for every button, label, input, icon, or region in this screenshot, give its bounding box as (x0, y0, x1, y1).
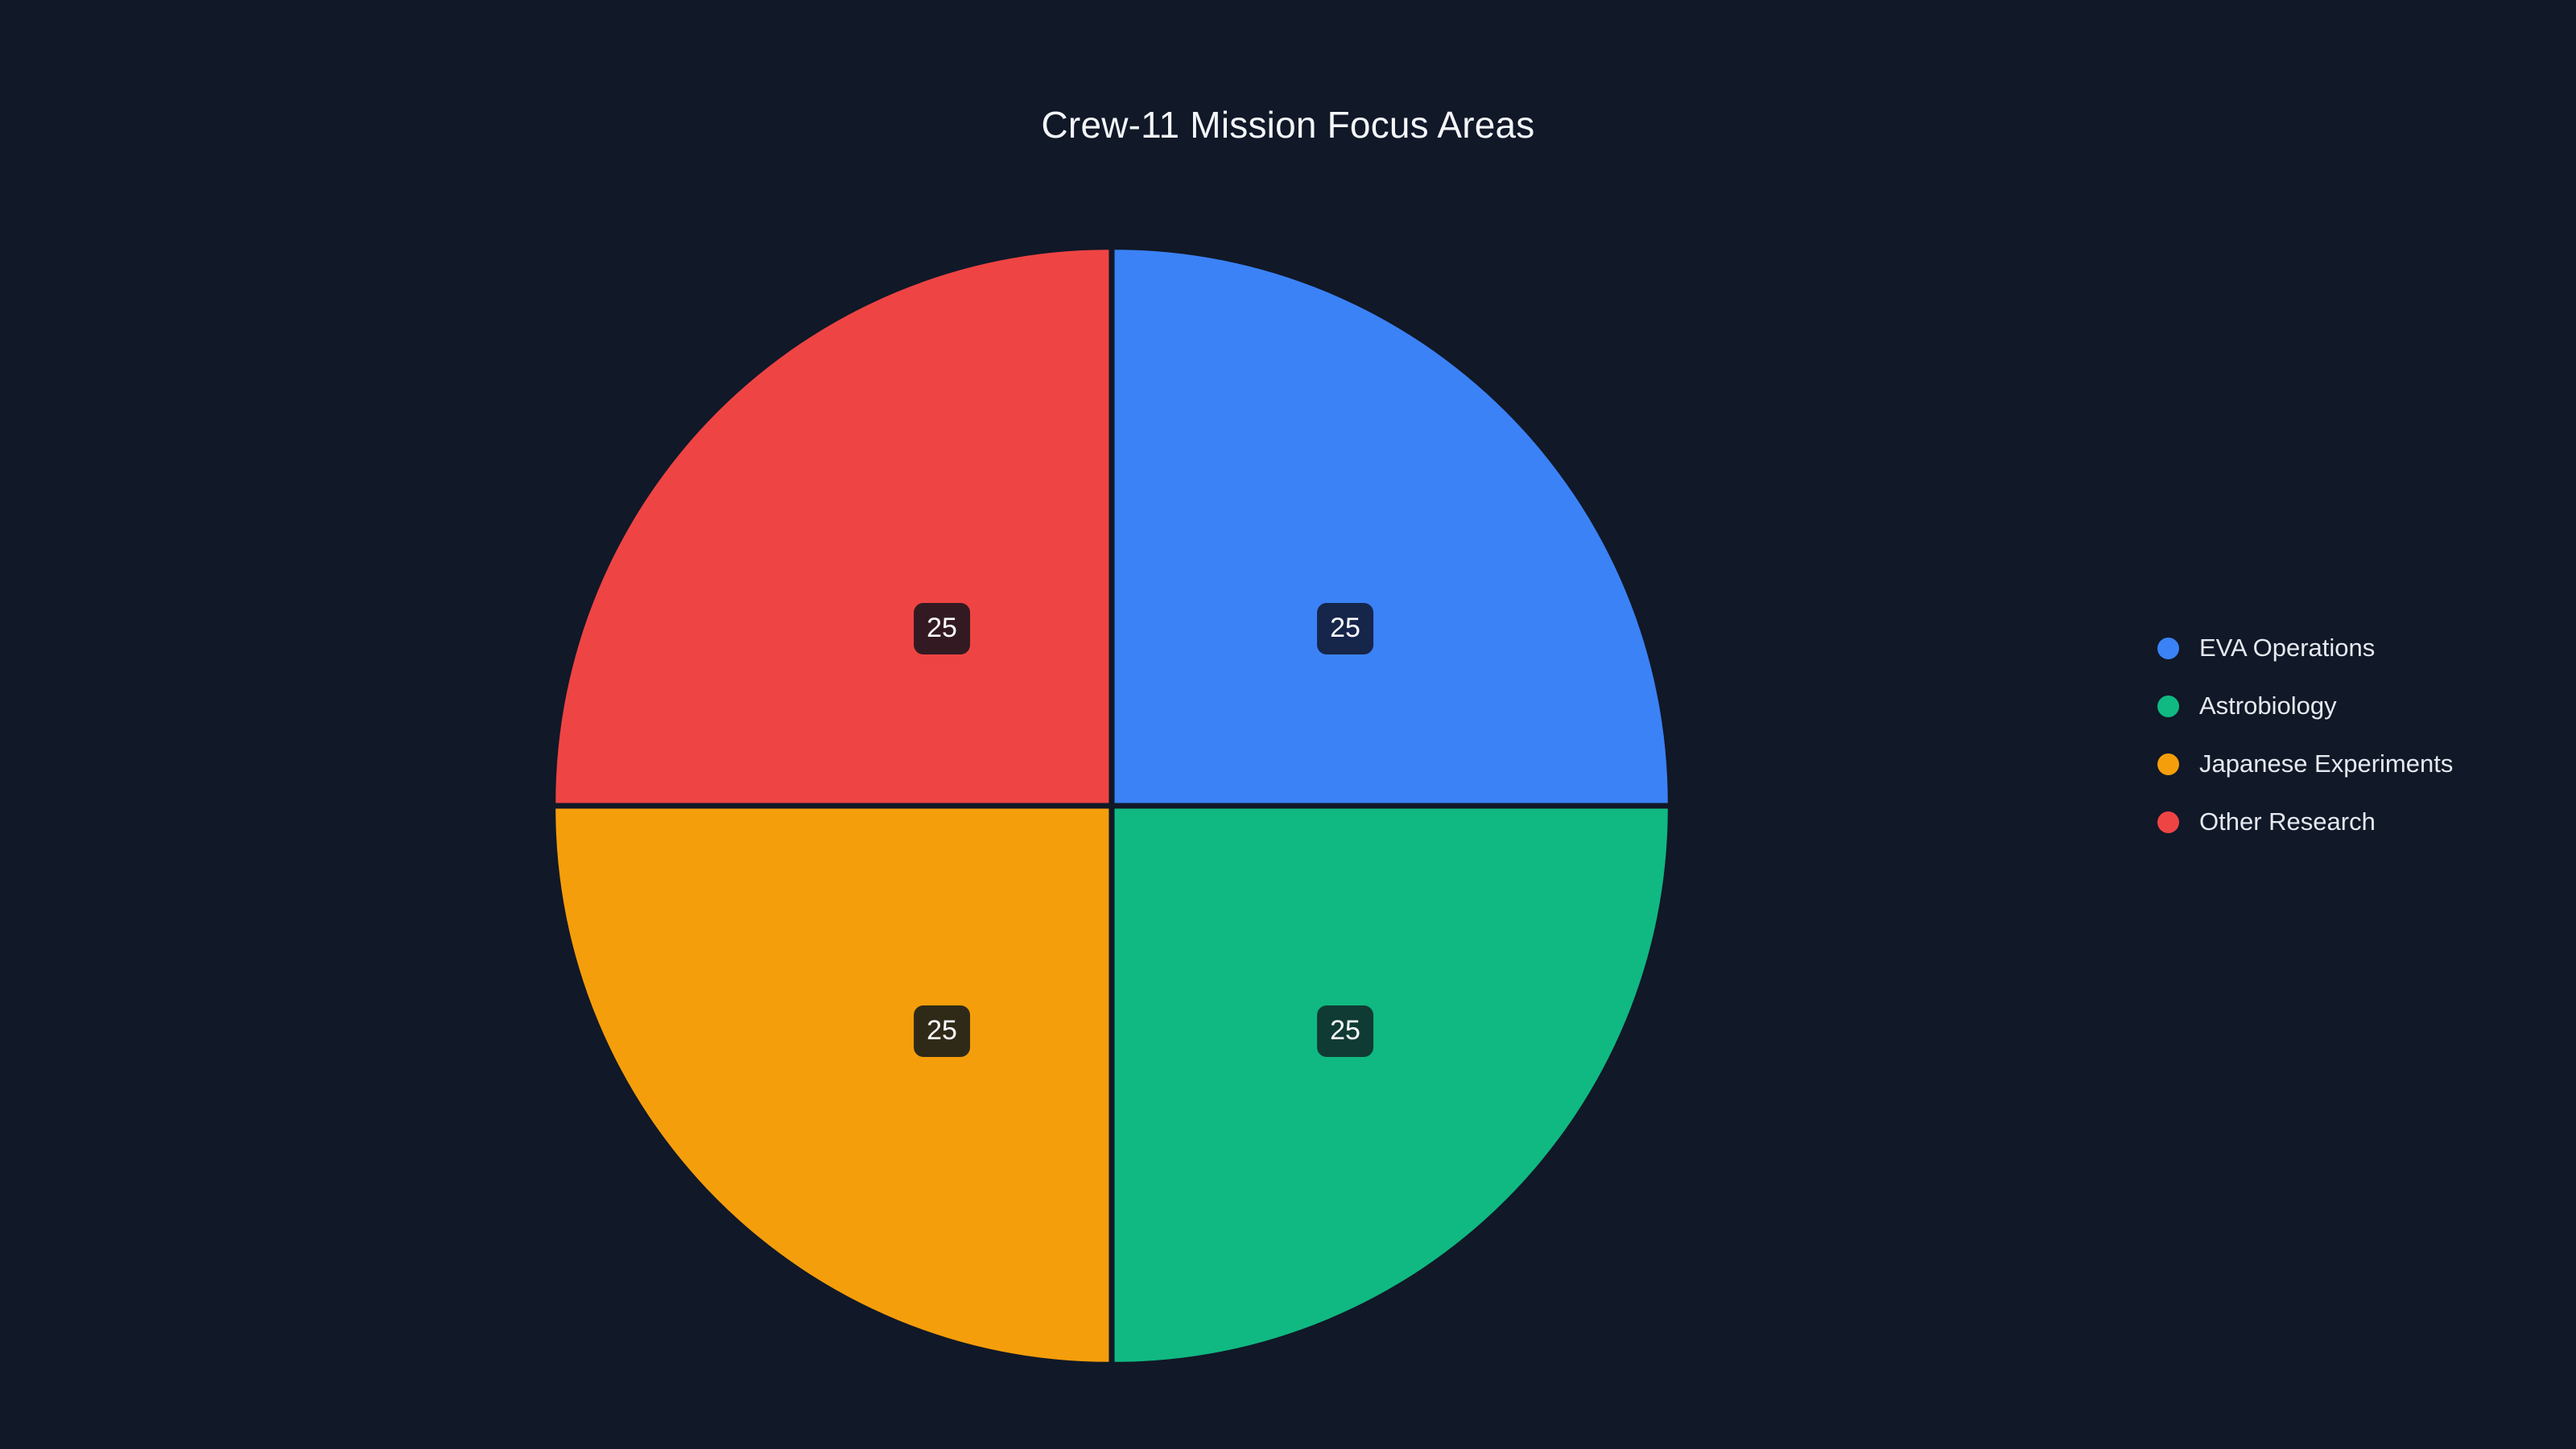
pie-slice[interactable] (1114, 250, 1668, 803)
chart-legend: EVA Operations Astrobiology Japanese Exper… (2157, 619, 2453, 851)
pie-slice[interactable] (555, 250, 1109, 803)
legend-item-label: Astrobiology (2199, 691, 2337, 720)
legend-item[interactable]: EVA Operations (2157, 619, 2453, 677)
legend-item[interactable]: Other Research (2157, 793, 2453, 851)
slice-value-label: 25 (914, 1005, 970, 1057)
pie-slice[interactable] (1114, 808, 1668, 1362)
slice-value-label: 25 (1317, 603, 1373, 654)
legend-swatch-icon (2157, 753, 2179, 775)
pie-slice-group (555, 250, 1668, 1362)
legend-swatch-icon (2157, 811, 2179, 833)
legend-item[interactable]: Japanese Experiments (2157, 735, 2453, 793)
legend-swatch-icon (2157, 695, 2179, 717)
legend-item-label: Japanese Experiments (2199, 749, 2454, 778)
chart-title: Crew-11 Mission Focus Areas (1041, 104, 1535, 146)
legend-item-label: EVA Operations (2199, 634, 2376, 662)
legend-swatch-icon (2157, 637, 2179, 659)
slice-value-label: 25 (1317, 1005, 1373, 1057)
pie-slice[interactable] (555, 808, 1109, 1362)
legend-item-label: Other Research (2199, 807, 2376, 836)
slice-value-label: 25 (914, 603, 970, 654)
legend-item[interactable]: Astrobiology (2157, 677, 2453, 735)
